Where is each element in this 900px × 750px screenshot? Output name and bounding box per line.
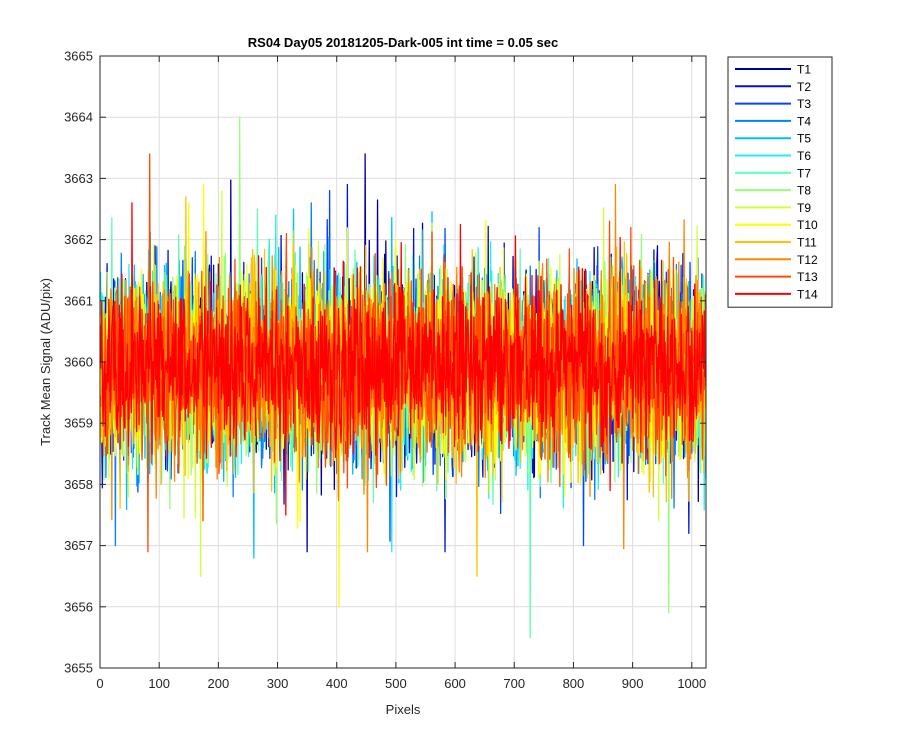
- y-tick-label: 3657: [64, 538, 93, 553]
- legend-label-t11: T11: [797, 236, 817, 250]
- legend-label-t8: T8: [797, 184, 811, 198]
- y-tick-label: 3661: [64, 293, 93, 308]
- legend-label-t6: T6: [797, 149, 811, 163]
- x-tick-label: 300: [267, 676, 289, 691]
- legend-box: [727, 56, 833, 308]
- legend-label-t14: T14: [797, 287, 818, 301]
- x-tick-label: 800: [563, 676, 585, 691]
- series-line-t14: [100, 202, 706, 516]
- chart-title: RS04 Day05 20181205-Dark-005 int time = …: [248, 35, 558, 50]
- legend: T1 T2 T3 T4 T5 T6 T7 T8 T9 T10 T11 T12 T13 T14: [727, 56, 833, 308]
- x-tick-label: 1000: [677, 676, 706, 691]
- legend-label-t9: T9: [797, 201, 811, 215]
- y-tick-label: 3656: [64, 599, 93, 614]
- y-tick-label: 3659: [64, 416, 93, 431]
- x-tick-label: 200: [208, 676, 230, 691]
- x-tick-label: 900: [622, 676, 644, 691]
- y-tick-label: 3658: [64, 477, 93, 492]
- x-tick-label: 0: [96, 676, 103, 691]
- legend-label-t10: T10: [797, 218, 818, 232]
- legend-label-t5: T5: [797, 132, 811, 146]
- series-layer: [100, 116, 706, 639]
- legend-label-t1: T1: [797, 63, 811, 77]
- axis-ticks: 0 100 200 300 400 500 600 700 800 900 1000 3655 3656…: [64, 49, 706, 692]
- x-axis-label: Pixels: [386, 702, 421, 717]
- y-tick-label: 3665: [64, 49, 93, 64]
- legend-label-t3: T3: [797, 97, 811, 111]
- legend-label-t12: T12: [797, 253, 818, 267]
- x-tick-label: 600: [444, 676, 466, 691]
- y-tick-label: 3655: [64, 661, 93, 676]
- x-tick-label: 700: [503, 676, 525, 691]
- y-tick-label: 3663: [64, 171, 93, 186]
- y-tick-label: 3660: [64, 355, 93, 370]
- legend-label-t4: T4: [797, 114, 811, 128]
- x-tick-label: 100: [148, 676, 170, 691]
- legend-label-t7: T7: [797, 166, 811, 180]
- y-tick-label: 3664: [64, 110, 93, 125]
- y-axis-label: Track Mean Signal (ADU/pix): [38, 278, 53, 446]
- y-tick-label: 3662: [64, 232, 93, 247]
- x-tick-label: 500: [385, 676, 407, 691]
- legend-label-t2: T2: [797, 80, 811, 94]
- legend-label-t13: T13: [797, 270, 818, 284]
- x-tick-label: 400: [326, 676, 348, 691]
